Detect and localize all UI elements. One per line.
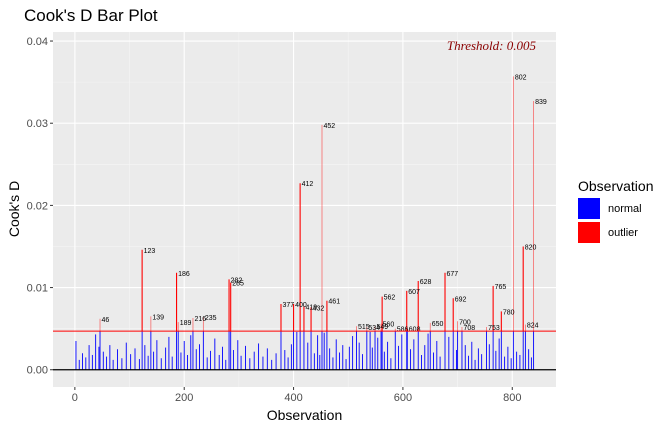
- outlier-label-285: 285: [232, 281, 244, 288]
- outlier-label-235: 235: [205, 315, 217, 322]
- outlier-label-628: 628: [420, 279, 432, 286]
- outlier-label-534: 534: [368, 325, 380, 332]
- legend-swatch-normal: [578, 198, 600, 219]
- outlier-label-802: 802: [515, 74, 527, 81]
- outlier-label-189: 189: [180, 320, 192, 327]
- outlier-label-400: 400: [295, 302, 307, 309]
- y-tick-label: 0.00: [27, 365, 48, 377]
- outlier-label-419: 419: [305, 304, 317, 311]
- outlier-label-677: 677: [447, 271, 459, 278]
- y-tick-label: 0.02: [27, 200, 48, 212]
- legend-swatch-outlier: [578, 222, 600, 243]
- outlier-label-780: 780: [503, 309, 515, 316]
- outlier-label-560: 560: [383, 322, 395, 329]
- x-tick-label: 800: [503, 392, 521, 404]
- legend: Observation normal outlier: [578, 178, 653, 243]
- outlier-label-46: 46: [102, 317, 110, 324]
- outlier-label-123: 123: [144, 248, 156, 255]
- outlier-label-216: 216: [194, 316, 206, 323]
- outlier-label-139: 139: [152, 314, 164, 321]
- outlier-label-700: 700: [459, 319, 471, 326]
- outlier-label-432: 432: [313, 305, 325, 312]
- outlier-label-839: 839: [535, 99, 547, 106]
- threshold-label: Threshold: 0.005: [447, 38, 537, 53]
- outlier-label-824: 824: [527, 323, 539, 330]
- outlier-label-562: 562: [384, 295, 396, 302]
- outlier-label-692: 692: [455, 296, 467, 303]
- outlier-label-377: 377: [282, 302, 294, 309]
- outlier-label-412: 412: [302, 181, 314, 188]
- y-axis-title: Cook's D: [6, 181, 22, 237]
- legend-title: Observation: [578, 178, 653, 194]
- x-axis-title: Observation: [267, 407, 342, 423]
- legend-label-outlier: outlier: [608, 227, 638, 239]
- outlier-label-186: 186: [178, 271, 190, 278]
- y-tick-label: 0.01: [27, 283, 48, 295]
- outlier-label-515: 515: [358, 324, 370, 331]
- axis-ticks: 0 200 400 600 800 0.00 0.01 0.02 0.03 0.04: [27, 36, 522, 404]
- outlier-label-765: 765: [495, 284, 507, 291]
- plot-panel: [53, 32, 556, 387]
- y-tick-label: 0.04: [27, 36, 48, 48]
- outlier-label-608: 608: [409, 327, 421, 334]
- outlier-label-549: 549: [377, 324, 389, 331]
- bars: [75, 76, 535, 370]
- outlier-label-282: 282: [231, 277, 243, 284]
- outlier-label-452: 452: [323, 123, 335, 130]
- x-tick-label: 0: [72, 392, 78, 404]
- chart-title: Cook's D Bar Plot: [24, 6, 158, 25]
- outlier-label-820: 820: [525, 244, 537, 251]
- x-tick-label: 200: [175, 392, 193, 404]
- outlier-label-586: 586: [397, 327, 409, 334]
- outlier-label-607: 607: [408, 289, 420, 296]
- outlier-label-650: 650: [432, 321, 444, 328]
- outlier-label-708: 708: [463, 325, 475, 332]
- outlier-label-753: 753: [488, 325, 500, 332]
- outlier-label-461: 461: [328, 299, 340, 306]
- legend-label-normal: normal: [608, 203, 642, 215]
- y-tick-label: 0.03: [27, 118, 48, 130]
- x-tick-label: 400: [284, 392, 302, 404]
- x-tick-label: 600: [394, 392, 412, 404]
